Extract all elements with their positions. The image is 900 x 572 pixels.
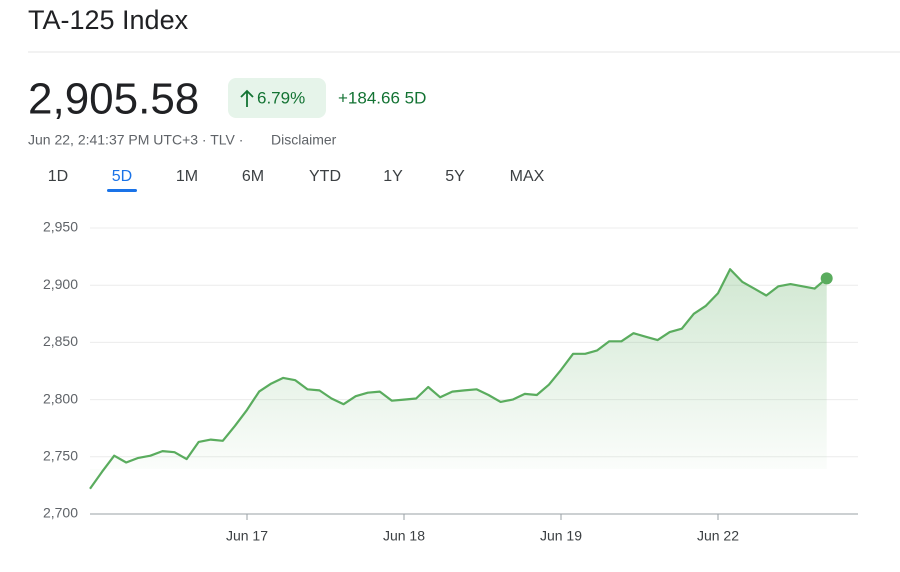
y-tick-label: 2,800 [43, 390, 78, 406]
change-badge [228, 78, 326, 118]
x-tick-label: Jun 22 [697, 528, 739, 544]
selected-tab-indicator [107, 189, 137, 192]
last-point [820, 272, 833, 285]
price-line [89, 268, 828, 490]
x-tick-label: Jun 17 [226, 528, 268, 544]
change-value: +184.66 5D [338, 88, 426, 107]
up-arrow [240, 89, 254, 107]
range-tabs: 1D 5D 1M 6M YTD 1Y 5Y MAX [48, 168, 545, 192]
range-tab[interactable]: 5Y [445, 168, 465, 185]
y-tick-label: 2,750 [43, 448, 78, 464]
page-title: TA-125 Index [28, 5, 189, 35]
range-tab[interactable]: MAX [510, 168, 545, 185]
range-tab[interactable]: 1M [176, 168, 198, 185]
range-tab[interactable]: 1Y [383, 168, 403, 185]
range-tab[interactable]: 6M [242, 168, 264, 185]
y-tick-label: 2,700 [43, 505, 78, 521]
y-tick-label: 2,950 [43, 219, 78, 235]
change-percent: 6.79% [257, 88, 305, 107]
quote-info: Jun 22, 2:41:37 PM UTC+3 · TLV · [28, 132, 243, 148]
area-fill [90, 269, 827, 489]
disclaimer-link[interactable]: Disclaimer [271, 132, 337, 148]
range-tab[interactable]: YTD [309, 168, 341, 185]
y-tick-label: 2,900 [43, 276, 78, 292]
range-tab[interactable]: 1D [48, 168, 68, 185]
y-tick-label: 2,850 [43, 333, 78, 349]
price: 2,905.58 [28, 75, 199, 124]
range-tab[interactable]: 5D [112, 168, 132, 185]
x-tick-label: Jun 18 [383, 528, 425, 544]
x-tick-label: Jun 19 [540, 528, 582, 544]
chart: 2,700 2,750 2,800 2,850 2,900 2,950 Jun 17 Jun … [43, 219, 858, 544]
